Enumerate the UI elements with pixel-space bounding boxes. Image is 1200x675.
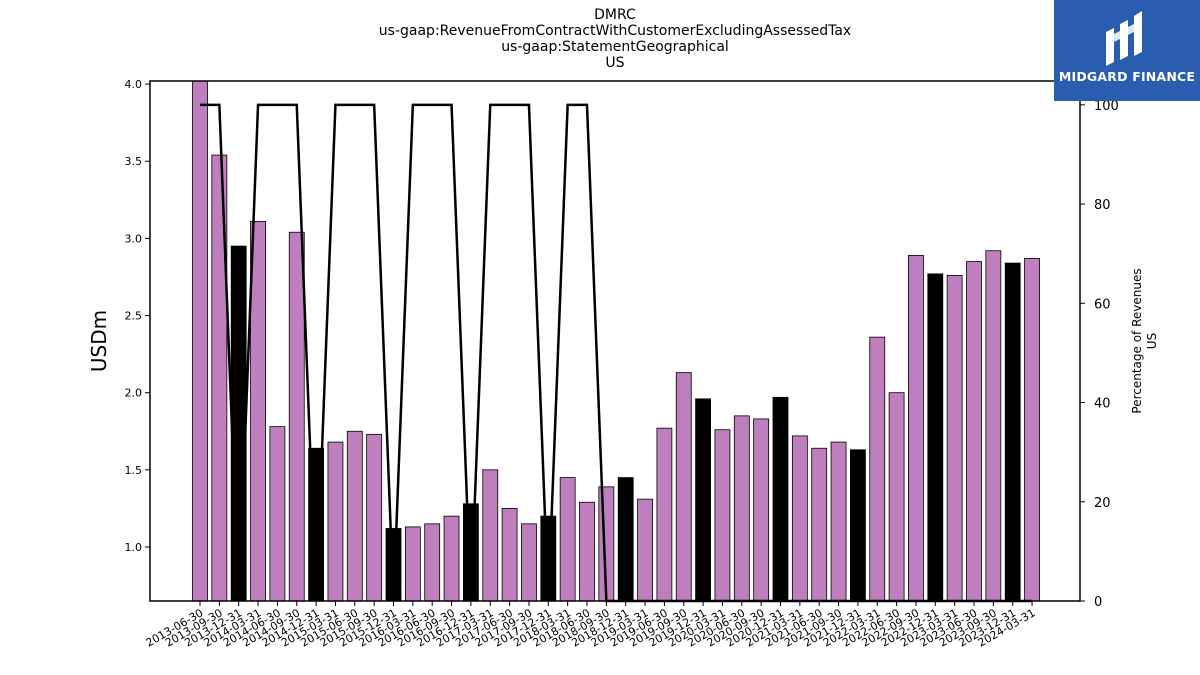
- chart-title-member: US: [605, 55, 625, 71]
- bar-2016-09-30: [443, 515, 460, 602]
- bar-2016-06-30: [424, 523, 441, 602]
- percentage-line-layer: [200, 103, 1033, 603]
- y-axis-label: USDm: [87, 310, 111, 372]
- y-tick-label: 2.5: [125, 310, 143, 323]
- bar-2017-03-31: [482, 469, 499, 602]
- bar-2013-06-30: [192, 80, 208, 602]
- bar-2020-06-30: [733, 415, 750, 602]
- bar-2020-12-31: [772, 396, 789, 602]
- right-y-axis: 0 20 40 60 80 100: [1080, 99, 1119, 610]
- y-tick-label: 1.5: [125, 464, 143, 477]
- bar-2022-06-30: [888, 392, 905, 602]
- bar-2017-09-30: [521, 523, 537, 602]
- y-tick-label: 4.0: [125, 78, 143, 91]
- bar-2018-03-31: [559, 477, 576, 602]
- percentage-line: [200, 103, 1033, 603]
- logo-mark-icon: [1106, 11, 1142, 66]
- chart-title-ticker: DMRC: [594, 7, 636, 23]
- left-y-axis: 1.0 1.5 2.0 2.5 3.0 3.5 4.0: [125, 78, 150, 554]
- bar-2019-06-30: [656, 427, 673, 602]
- bar-2016-03-31: [404, 526, 421, 602]
- bar-2021-06-30: [811, 447, 828, 602]
- midgard-finance-logo: MIDGARD FINANCE: [1054, 0, 1200, 101]
- y2-axis-label-member: US: [1145, 333, 1159, 349]
- bar-2014-06-30: [269, 426, 286, 602]
- bar-2021-03-31: [791, 435, 808, 602]
- bar-2022-03-31: [869, 336, 886, 602]
- bar-2019-12-31: [695, 398, 711, 602]
- y2-tick-label: 80: [1094, 198, 1111, 213]
- y-tick-label: 1.0: [125, 541, 143, 554]
- bar-2015-03-31: [327, 441, 344, 602]
- bar-2023-03-31: [946, 275, 963, 602]
- y2-tick-label: 40: [1094, 397, 1111, 412]
- bar-2018-12-31: [617, 477, 634, 602]
- y2-tick-label: 60: [1094, 297, 1111, 312]
- bar-2019-09-30: [675, 372, 692, 602]
- x-axis: 2013-06-302013-09-302013-12-312014-03-31…: [144, 601, 1038, 650]
- bar-2022-09-30: [908, 254, 924, 602]
- bar-2019-03-31: [637, 498, 653, 602]
- bar-2020-09-30: [753, 418, 770, 602]
- bar-2015-09-30: [366, 433, 383, 602]
- bar-2023-09-30: [985, 250, 1002, 602]
- logo-text: MIDGARD FINANCE: [1058, 69, 1196, 84]
- bar-2014-09-30: [288, 231, 305, 602]
- bar-2013-12-31: [230, 245, 247, 602]
- plot-frame: [149, 80, 1081, 602]
- chart-title-concept: us-gaap:RevenueFromContractWithCustomerE…: [378, 23, 852, 39]
- bar-2020-03-31: [714, 429, 731, 602]
- y-tick-label: 2.0: [125, 387, 143, 400]
- bar-2018-06-30: [579, 501, 595, 602]
- y-tick-label: 3.0: [125, 232, 143, 245]
- bar-2023-12-31: [1004, 262, 1021, 602]
- bar-2023-06-30: [966, 261, 982, 602]
- bar-2015-06-30: [346, 430, 363, 602]
- y2-axis-label: Percentage of Revenues: [1130, 268, 1144, 413]
- bar-2021-09-30: [830, 441, 847, 602]
- y2-tick-label: 0: [1094, 595, 1102, 610]
- bar-2024-03-31: [1024, 258, 1040, 602]
- y-tick-label: 3.5: [125, 155, 143, 168]
- bar-2022-12-31: [927, 273, 944, 602]
- y2-tick-label: 100: [1094, 99, 1119, 114]
- bar-2017-06-30: [501, 508, 518, 602]
- bar-2021-12-31: [850, 449, 866, 602]
- y2-tick-label: 20: [1094, 496, 1111, 511]
- bar-2014-03-31: [250, 221, 266, 602]
- chart-title-axis: us-gaap:StatementGeographical: [501, 39, 729, 55]
